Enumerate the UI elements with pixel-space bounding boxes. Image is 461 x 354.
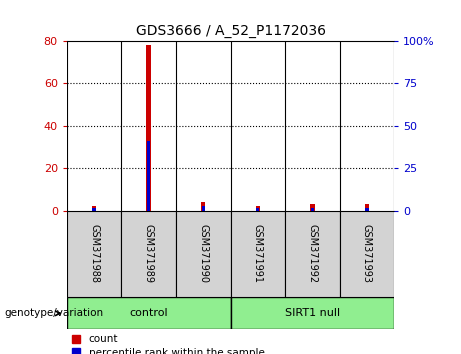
Text: GSM371989: GSM371989 (144, 224, 154, 284)
FancyBboxPatch shape (230, 297, 394, 329)
FancyBboxPatch shape (285, 211, 340, 297)
Bar (147, 45, 151, 211)
FancyBboxPatch shape (340, 211, 394, 297)
Bar (255, 206, 260, 211)
Text: GSM371988: GSM371988 (89, 224, 99, 284)
Bar (147, 141, 150, 211)
FancyBboxPatch shape (121, 211, 176, 297)
Bar (201, 206, 205, 211)
Text: control: control (130, 308, 168, 318)
FancyBboxPatch shape (67, 211, 121, 297)
Bar (92, 206, 96, 211)
Bar (365, 204, 369, 211)
FancyBboxPatch shape (230, 211, 285, 297)
FancyBboxPatch shape (67, 297, 230, 329)
Text: GSM371990: GSM371990 (198, 224, 208, 284)
Bar (201, 202, 206, 211)
Legend: count, percentile rank within the sample: count, percentile rank within the sample (72, 335, 265, 354)
Text: GSM371993: GSM371993 (362, 224, 372, 284)
Bar (93, 208, 96, 211)
Bar (310, 204, 314, 211)
FancyBboxPatch shape (176, 211, 230, 297)
Text: GSM371991: GSM371991 (253, 224, 263, 284)
Bar (311, 208, 314, 211)
Bar (256, 208, 260, 211)
Text: SIRT1 null: SIRT1 null (285, 308, 340, 318)
Text: GSM371992: GSM371992 (307, 224, 317, 284)
Bar (365, 208, 368, 211)
Text: genotype/variation: genotype/variation (5, 308, 104, 318)
Title: GDS3666 / A_52_P1172036: GDS3666 / A_52_P1172036 (136, 24, 325, 38)
